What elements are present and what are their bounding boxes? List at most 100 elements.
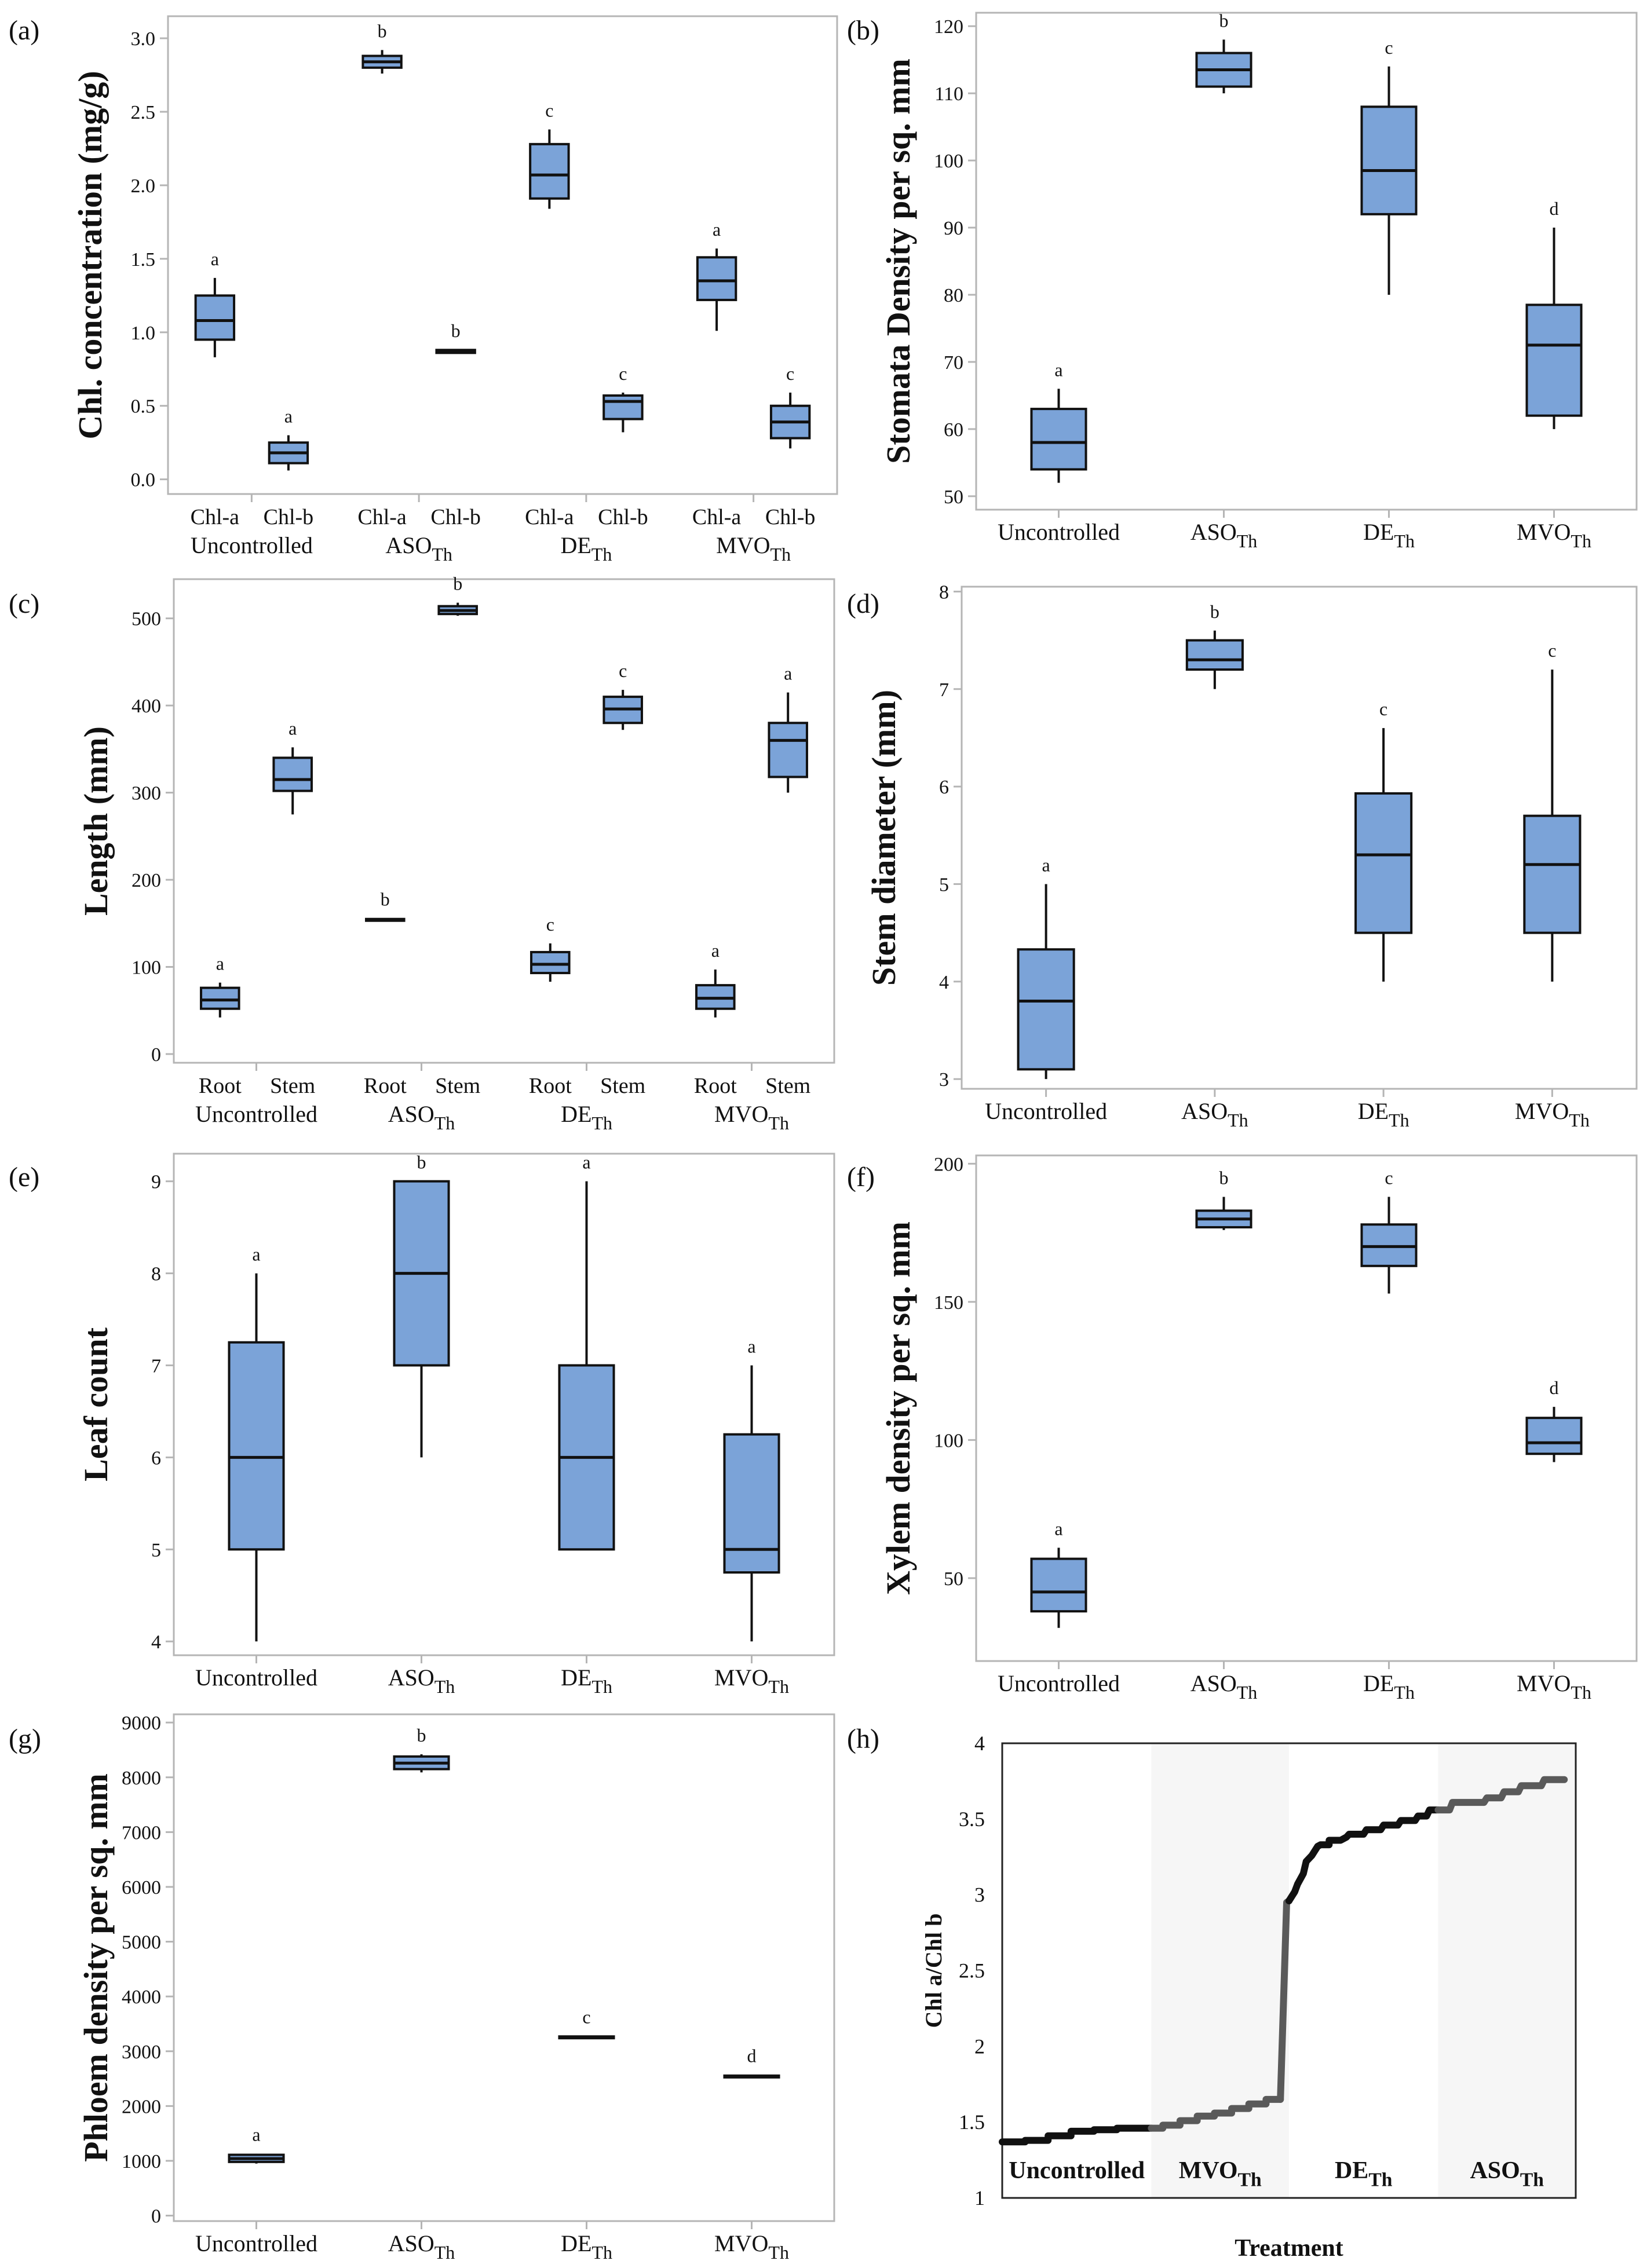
y-tick-label: 2.0: [131, 175, 156, 197]
segment-label-main: Uncontrolled: [1009, 2157, 1145, 2184]
y-tick-label: 60: [944, 419, 963, 441]
segment-label-subscript: Th: [1368, 2169, 1392, 2190]
y-tick-label: 100: [132, 957, 161, 979]
y-tick-label: 3.0: [131, 28, 156, 50]
segment-label: DETh: [1335, 2157, 1393, 2190]
y-axis-label: Phloem density per sq. mm: [77, 1773, 115, 2162]
box-iqr: [529, 142, 570, 200]
sub-category-label: Chl-a: [191, 505, 240, 529]
y-tick-label: 7000: [122, 1822, 161, 1843]
sub-category-label: Stem: [435, 1074, 480, 1098]
significance-letter: a: [284, 405, 293, 426]
box-c-3: b Stem: [435, 573, 480, 1098]
group-label-subscript: Th: [434, 2242, 455, 2263]
box-iqr: [696, 256, 737, 301]
group-label: ASOTh: [388, 1101, 455, 1133]
group-label-subscript: Th: [434, 1676, 455, 1697]
group-label-main: DE: [561, 1101, 591, 1127]
segment-label-main: DE: [1335, 2157, 1368, 2184]
group-label-subscript: Th: [1571, 1682, 1591, 1703]
y-tick-label: 6: [151, 1447, 161, 1469]
sub-category-label: Chl-a: [692, 505, 742, 529]
box-a-0: a Chl-a: [191, 248, 240, 529]
segment-label-main: ASO: [1470, 2157, 1520, 2184]
box-iqr: [530, 950, 571, 975]
significance-letter: c: [619, 660, 627, 681]
group-label-main: Uncontrolled: [998, 519, 1120, 545]
segment-label: ASOTh: [1470, 2157, 1544, 2190]
group-label-subscript: Th: [768, 1113, 789, 1133]
group-label: Uncontrolled: [191, 532, 313, 558]
significance-letter: b: [1219, 1168, 1229, 1188]
significance-letter: c: [1379, 698, 1387, 719]
box-c-2: b Root: [364, 888, 407, 1098]
group-label-subscript: Th: [768, 1676, 789, 1697]
group-label: DETh: [1358, 1098, 1409, 1131]
group-label: Uncontrolled: [195, 1665, 317, 1691]
significance-letter: b: [451, 320, 461, 341]
group-label-main: DE: [560, 532, 591, 558]
sub-category-label: Stem: [765, 1074, 810, 1098]
group-label-main: DE: [1363, 519, 1394, 545]
plot-frame: [961, 586, 1638, 1090]
panel-label-b: (b): [847, 15, 879, 46]
group-label-main: DE: [1363, 1670, 1394, 1696]
y-tick-label: 0.5: [131, 396, 156, 418]
significance-letter: a: [1054, 1518, 1062, 1539]
group-label: ASOTh: [388, 2230, 455, 2263]
box-a-2: b Chl-a: [357, 20, 407, 529]
panel-f: (f) 50 100 150 200 Xylem density per sq. mm Un…: [847, 1154, 1638, 1703]
series-line-3: [1286, 1806, 1442, 1905]
box-e-1: b: [393, 1152, 450, 1458]
y-tick-label: 70: [944, 352, 963, 374]
plot-frame: [1001, 1742, 1577, 2199]
segment-band: [1151, 1743, 1289, 2198]
significance-letter: a: [784, 663, 792, 684]
y-tick-label: 7: [939, 679, 949, 701]
significance-letter: a: [1042, 854, 1050, 875]
y-axis-label: Stem diameter (mm): [865, 690, 903, 986]
group-label: DETh: [560, 532, 612, 565]
y-tick-label: 5: [151, 1539, 161, 1561]
significance-letter: a: [1054, 359, 1062, 380]
y-tick-label: 8: [939, 581, 949, 603]
group-label: MVOTh: [1515, 1098, 1590, 1131]
group-label-main: MVO: [714, 2230, 768, 2256]
box-g-1: b: [393, 1725, 450, 1773]
box-a-5: c Chl-b: [598, 363, 648, 529]
group-label-main: Uncontrolled: [195, 2230, 317, 2256]
y-axis-label: Chl. concentration (mg/g): [71, 71, 109, 439]
group-label-subscript: Th: [1237, 531, 1258, 551]
y-axis-label: Leaf count: [77, 1327, 115, 1481]
plot-frame: [975, 1154, 1638, 1662]
y-tick-label: 500: [132, 609, 161, 630]
y-axis-label: Xylem density per sq. mm: [879, 1221, 917, 1595]
group-label-subscript: Th: [434, 1113, 455, 1133]
significance-letter: a: [747, 1336, 755, 1356]
sub-category-label: Stem: [270, 1074, 315, 1098]
sub-category-label: Chl-b: [430, 505, 481, 529]
box-d-3: c: [1523, 640, 1582, 982]
group-label: Uncontrolled: [998, 519, 1120, 545]
group-label: DETh: [1363, 519, 1415, 551]
box-iqr: [200, 986, 240, 1010]
group-label-subscript: Th: [1569, 1110, 1590, 1131]
y-tick-label: 110: [934, 83, 963, 105]
significance-letter: c: [786, 363, 794, 384]
segment-band: [1438, 1743, 1576, 2198]
sub-category-label: Chl-b: [598, 505, 648, 529]
significance-letter: c: [1548, 640, 1556, 661]
group-label: Uncontrolled: [195, 1101, 317, 1127]
y-tick-label: 1.5: [131, 249, 156, 270]
group-label: Uncontrolled: [195, 2230, 317, 2256]
plot-frame: [975, 12, 1638, 511]
group-label-main: DE: [1358, 1098, 1389, 1124]
group-label-main: ASO: [1190, 519, 1237, 545]
significance-letter: a: [711, 940, 720, 961]
y-tick-label: 120: [934, 16, 963, 38]
significance-letter: b: [381, 888, 390, 909]
y-tick-label: 3.5: [959, 1808, 985, 1831]
y-tick-label: 2000: [122, 2096, 161, 2117]
panel-label-e: (e): [9, 1162, 39, 1192]
